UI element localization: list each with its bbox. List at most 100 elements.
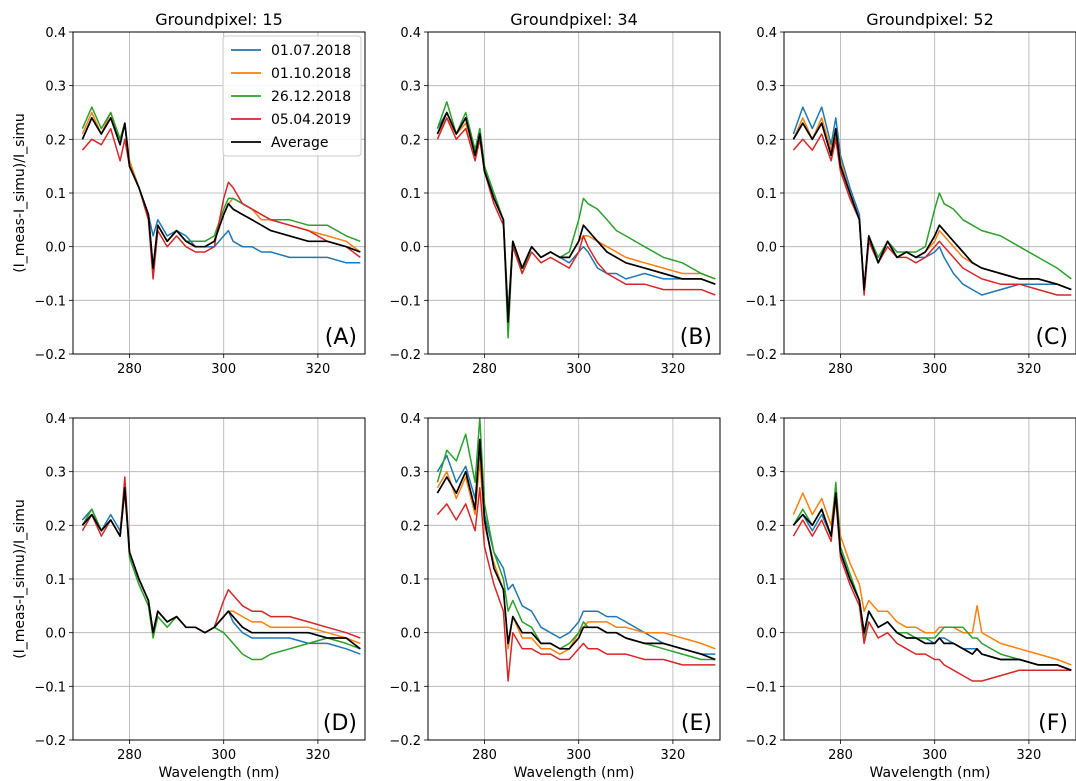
y-tick-label: −0.2 (745, 734, 777, 749)
y-tick-label: 0.0 (400, 241, 421, 256)
y-tick-label: 0.3 (400, 466, 421, 481)
y-tick-label: 0.3 (45, 466, 66, 481)
series-line-average (436, 111, 716, 323)
y-tick-label: 0.1 (45, 187, 66, 202)
series-line-01-07-2018 (436, 449, 716, 655)
y-tick-label: −0.1 (389, 680, 421, 695)
y-axis-label: (I_meas-I_simu)/I_simu (12, 499, 28, 659)
y-tick-label: 0.2 (400, 519, 421, 534)
plot-frame (72, 31, 366, 355)
legend-box (222, 35, 362, 157)
y-tick-label: −0.1 (389, 294, 421, 309)
x-tick-label: 280 (828, 362, 853, 377)
plot-frame (72, 417, 366, 741)
y-tick-label: 0.1 (756, 187, 777, 202)
chart-title: Groundpixel: 52 (866, 10, 994, 29)
x-tick-label: 300 (566, 748, 591, 763)
legend-entry: Average (271, 135, 329, 151)
x-tick-label: 280 (117, 362, 142, 377)
y-tick-label: 0.2 (400, 133, 421, 148)
legend-entry: 01.10.2018 (271, 66, 351, 82)
series-line-05-04-2019 (436, 487, 716, 682)
y-tick-label: 0.1 (45, 573, 66, 588)
series-line-26-12-2018 (792, 481, 1072, 671)
x-tick-label: 280 (472, 748, 497, 763)
y-tick-label: −0.1 (34, 680, 66, 695)
legend-entry: 05.04.2019 (271, 112, 351, 128)
panel-d: −0.2 −0.1 0.0 0.1 0.2 0.3 0.4 280 300 320 (D) Wavel… (12, 412, 366, 781)
x-tick-label: 300 (922, 362, 947, 377)
chart-title: Groundpixel: 15 (155, 10, 283, 29)
x-tick-label: 320 (305, 362, 330, 377)
y-tick-label: 0.1 (400, 573, 421, 588)
panel-b: −0.2 −0.1 0.0 0.1 0.2 0.3 0.4 280 300 320 (B) Groun… (389, 10, 721, 377)
series-line-average (792, 492, 1072, 671)
panel-label: (C) (1035, 325, 1068, 350)
panel-f: −0.2 −0.1 0.0 0.1 0.2 0.3 0.4 280 300 320 (F) Wavel… (745, 412, 1076, 781)
y-tick-label: 0.4 (400, 412, 421, 427)
y-tick-label: −0.2 (745, 348, 777, 363)
panel-label: (F) (1038, 711, 1068, 736)
series-line-05-04-2019 (792, 497, 1072, 682)
y-tick-label: 0.0 (756, 241, 777, 256)
y-tick-label: 0.4 (756, 412, 777, 427)
x-tick-label: 280 (117, 748, 142, 763)
series-line-05-04-2019 (792, 133, 1072, 296)
x-tick-label: 320 (660, 748, 685, 763)
series-line-26-12-2018 (792, 122, 1072, 291)
panel-c: −0.2 −0.1 0.0 0.1 0.2 0.3 0.4 280 300 320 (C) Groun… (745, 10, 1076, 377)
y-tick-label: 0.1 (756, 573, 777, 588)
panel-label: (D) (323, 711, 357, 736)
y-tick-label: −0.1 (745, 294, 777, 309)
x-tick-label: 320 (1016, 362, 1041, 377)
y-tick-label: 0.4 (756, 26, 777, 41)
legend-entry: 26.12.2018 (271, 89, 351, 105)
y-tick-label: −0.2 (389, 348, 421, 363)
x-tick-label: 280 (828, 748, 853, 763)
series-line-01-07-2018 (81, 487, 361, 655)
y-tick-label: 0.2 (756, 133, 777, 148)
y-tick-label: −0.1 (745, 680, 777, 695)
y-tick-label: 0.2 (756, 519, 777, 534)
panel-label: (A) (325, 325, 357, 350)
series-line-average (792, 122, 1072, 291)
chart-title: Groundpixel: 34 (510, 10, 638, 29)
panel-a: −0.2 −0.1 0.0 0.1 0.2 0.3 0.4 280 300 320 (A) Groun… (12, 10, 366, 377)
x-tick-label: 300 (211, 362, 236, 377)
y-tick-label: 0.3 (45, 80, 66, 95)
y-tick-label: 0.0 (400, 627, 421, 642)
panel-e: −0.2 −0.1 0.0 0.1 0.2 0.3 0.4 280 300 320 (E) Wavel… (389, 412, 721, 781)
x-tick-label: 320 (660, 362, 685, 377)
x-tick-label: 320 (305, 748, 330, 763)
y-axis-label: (I_meas-I_simu)/I_simu (12, 113, 28, 273)
y-tick-label: 0.3 (400, 80, 421, 95)
series-line-05-04-2019 (436, 117, 716, 318)
x-tick-label: 300 (211, 748, 236, 763)
series-line-26-12-2018 (81, 487, 361, 661)
x-axis-label: Wavelength (nm) (870, 765, 991, 781)
y-tick-label: 0.1 (400, 187, 421, 202)
panel-label: (B) (680, 325, 712, 350)
y-tick-label: −0.2 (389, 734, 421, 749)
x-axis-label: Wavelength (nm) (159, 765, 280, 781)
y-tick-label: 0.2 (45, 519, 66, 534)
y-tick-label: 0.3 (756, 80, 777, 95)
y-tick-label: 0.2 (45, 133, 66, 148)
plot-frame (783, 417, 1076, 741)
plot-frame (427, 417, 721, 741)
y-tick-label: 0.4 (400, 26, 421, 41)
x-tick-label: 300 (566, 362, 591, 377)
y-tick-label: 0.0 (756, 627, 777, 642)
plot-frame (427, 31, 721, 355)
series-line-01-10-2018 (81, 492, 361, 645)
y-tick-label: 0.3 (756, 466, 777, 481)
y-tick-label: 0.0 (45, 627, 66, 642)
y-tick-label: 0.4 (45, 26, 66, 41)
x-tick-label: 280 (472, 362, 497, 377)
series-line-average (436, 438, 716, 661)
x-axis-label: Wavelength (nm) (514, 765, 635, 781)
y-tick-label: −0.1 (34, 294, 66, 309)
series-line-01-10-2018 (436, 117, 716, 318)
x-tick-label: 320 (1016, 748, 1041, 763)
